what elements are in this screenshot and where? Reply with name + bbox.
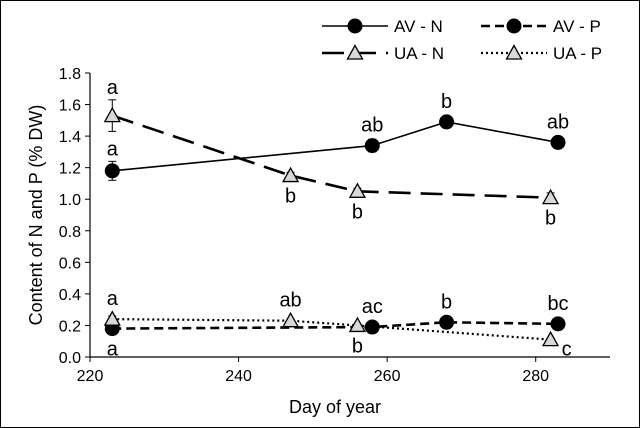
x-tick-label: 240 [225,368,252,385]
series-ua-n: abb b [103,77,560,230]
legend-label: AV - P [553,17,601,36]
x-axis-label: Day of year [289,397,381,417]
x-tick-label: 220 [77,368,104,385]
x-tick-label: 260 [374,368,401,385]
axes [89,73,610,358]
y-tick-label: 1.6 [59,98,81,115]
x-ticks: 220 240 260 280 [77,357,549,385]
x-tick-label: 280 [522,368,549,385]
significance-label: c [562,339,572,361]
data-point [439,114,455,130]
series-ua-p: a abb c [103,288,572,361]
significance-label: a [107,288,119,310]
legend-marker [346,44,364,60]
significance-label: ab [279,290,301,312]
series-av-p: aac b bc [104,291,569,361]
series-line [112,318,551,341]
legend-label: AV - N [394,17,443,36]
significance-label: a [107,138,119,160]
significance-label: ac [362,296,383,318]
significance-label: b [352,201,363,223]
y-tick-label: 0.2 [59,318,81,335]
series-line [112,121,559,172]
significance-label: b [352,335,363,357]
legend-entry: AV - N [322,17,443,36]
significance-label: b [285,186,296,208]
series-av-n: a ab b ab [104,91,569,181]
legend-entry: UA - N [322,44,444,63]
y-tick-label: 0.4 [59,287,81,304]
data-point [550,316,566,332]
data-point [103,106,121,123]
data-point [364,138,380,154]
significance-label: b [441,91,452,113]
significance-label: bc [547,293,568,315]
significance-label: a [107,77,119,99]
significance-label: ab [547,111,569,133]
y-tick-label: 1.0 [59,192,81,209]
legend-label: UA - P [553,44,602,63]
data-point [550,134,566,150]
data-point [104,163,120,179]
series-line [112,320,559,330]
y-tick-label: 1.8 [59,66,81,83]
y-tick-label: 0.8 [59,224,81,241]
data-point [439,314,455,330]
y-ticks: 0.0 0.2 0.4 0.6 0.8 1.0 1.2 1.4 1.6 1.8 [59,66,90,367]
y-axis-label: Content of N and P (% DW) [26,105,46,326]
legend-marker [505,44,523,60]
significance-label: b [545,208,556,230]
data-point [103,310,121,326]
significance-label: a [107,339,119,361]
data-point [281,166,300,183]
significance-label: ab [361,115,383,137]
y-tick-label: 0.0 [59,350,81,367]
data-point [348,182,367,198]
legend-entry: UA - P [481,44,602,63]
data-point [541,188,560,205]
legend: AV - N AV - P UA - N UA - P [322,17,602,63]
data-point [348,316,367,333]
legend-label: UA - N [394,44,444,63]
legend-marker [506,18,522,34]
y-tick-label: 1.2 [59,161,81,178]
data-point [541,330,560,347]
y-tick-label: 0.6 [59,255,81,272]
series-line [111,114,551,199]
y-tick-label: 1.4 [59,129,81,146]
legend-marker [347,18,363,34]
legend-entry: AV - P [481,17,601,36]
significance-label: b [441,291,452,313]
data-point [281,311,300,328]
